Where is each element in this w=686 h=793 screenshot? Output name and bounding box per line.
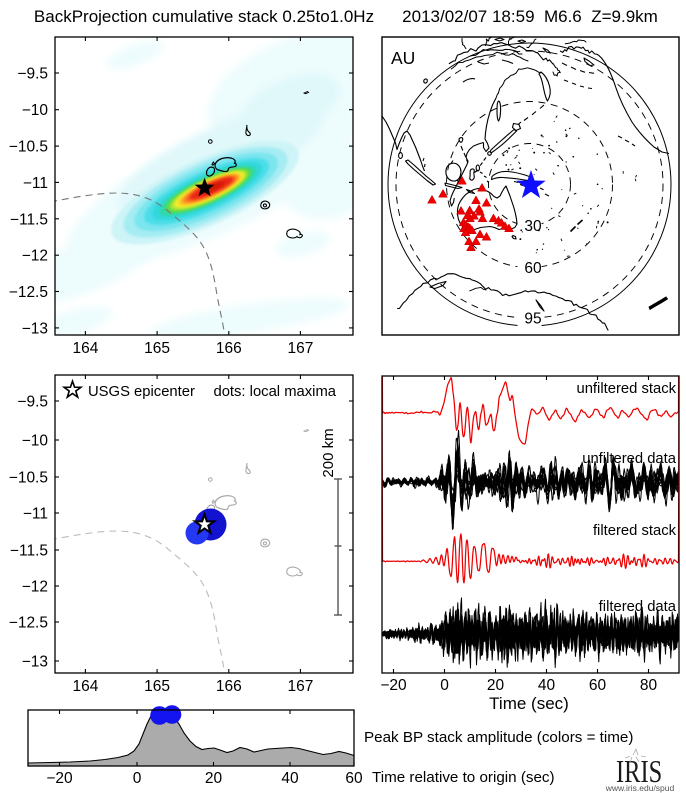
svg-text:0: 0 [440, 677, 449, 694]
svg-text:164: 164 [72, 340, 98, 357]
svg-text:−12: −12 [22, 579, 48, 596]
svg-text:165: 165 [144, 340, 170, 357]
svg-text:60: 60 [524, 260, 542, 277]
svg-text:60: 60 [345, 770, 363, 787]
svg-text:−11.5: −11.5 [10, 543, 48, 560]
svg-text:200 km: 200 km [320, 428, 337, 477]
svg-text:167: 167 [287, 340, 313, 357]
svg-text:USGS epicenter: USGS epicenter [88, 384, 195, 400]
svg-text:−10.5: −10.5 [9, 139, 48, 156]
svg-text:165: 165 [144, 678, 170, 695]
svg-text:80: 80 [640, 677, 658, 694]
svg-text:2013/02/07 18:59 M6.6 Z=9.9k: 2013/02/07 18:59 M6.6 Z=9.9km [402, 7, 658, 26]
svg-text:Peak BP stack amplitude (color: Peak BP stack amplitude (colors = time) [364, 729, 633, 746]
svg-text:www.iris.edu/spud: www.iris.edu/spud [605, 783, 675, 793]
svg-text:20: 20 [205, 770, 223, 787]
svg-text:unfiltered data: unfiltered data [582, 451, 677, 467]
svg-text:166: 166 [216, 340, 242, 357]
svg-text:AU: AU [391, 48, 415, 68]
svg-text:filtered data: filtered data [599, 599, 677, 615]
svg-text:−10.5: −10.5 [9, 470, 48, 487]
svg-text:−9.5: −9.5 [17, 66, 48, 83]
svg-text:Time relative to origin (sec): Time relative to origin (sec) [372, 769, 555, 786]
svg-text:−11.5: −11.5 [10, 211, 48, 228]
svg-text:dots: local maxima: dots: local maxima [213, 384, 336, 400]
svg-text:30: 30 [524, 218, 542, 235]
svg-text:167: 167 [287, 678, 313, 695]
svg-text:60: 60 [589, 677, 607, 694]
svg-text:−9.5: −9.5 [17, 394, 48, 411]
svg-text:40: 40 [281, 770, 299, 787]
svg-text:166: 166 [216, 678, 242, 695]
svg-text:−20: −20 [46, 770, 73, 787]
svg-text:−10: −10 [22, 102, 49, 119]
svg-text:−13: −13 [22, 320, 48, 337]
svg-text:164: 164 [72, 678, 98, 695]
svg-text:−11: −11 [23, 175, 48, 192]
svg-text:BackProjection cumulative stac: BackProjection cumulative stack 0.25to1.… [34, 7, 374, 26]
svg-text:unfiltered stack: unfiltered stack [576, 381, 676, 397]
svg-text:−11: −11 [23, 506, 48, 523]
svg-text:IRIS: IRIS [616, 755, 662, 790]
svg-text:−10: −10 [22, 433, 49, 450]
svg-text:−20: −20 [380, 677, 407, 694]
svg-text:Time (sec): Time (sec) [489, 694, 569, 713]
svg-text:0: 0 [133, 770, 142, 787]
svg-text:40: 40 [538, 677, 556, 694]
svg-text:−12: −12 [22, 248, 48, 265]
svg-text:20: 20 [487, 677, 505, 694]
svg-text:filtered stack: filtered stack [593, 523, 677, 539]
svg-text:−12.5: −12.5 [9, 284, 48, 301]
svg-text:−13: −13 [22, 654, 48, 671]
svg-text:−12.5: −12.5 [9, 615, 48, 632]
svg-text:95: 95 [524, 311, 541, 328]
